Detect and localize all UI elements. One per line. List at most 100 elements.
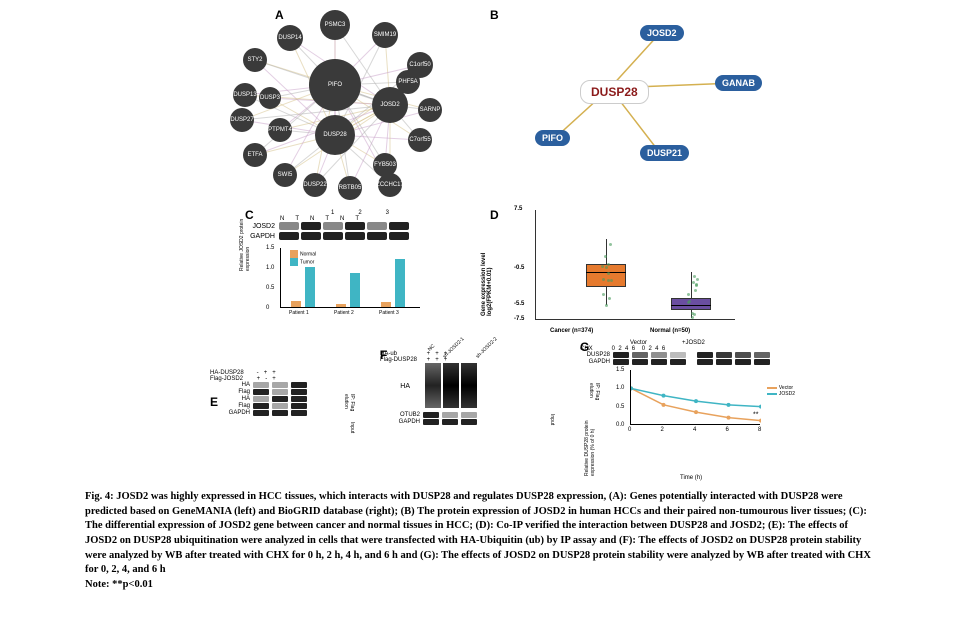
c-xcat: Patient 1: [289, 310, 309, 316]
node-swi5: SWI5: [273, 163, 297, 187]
d-ytick: 7.5: [514, 206, 522, 212]
e-header: HA-DUSP28 - + + Flag-JOSD2 + - +: [210, 370, 350, 382]
caption-text: JOSD2 was highly expressed in HCC tissue…: [85, 491, 871, 575]
g-leg0-line: [767, 387, 777, 389]
g-xtick: 0: [628, 427, 631, 433]
node-pifo: PIFO: [535, 130, 570, 146]
scatter-dot: [602, 278, 605, 281]
node-dusp27: DUSP27: [230, 108, 254, 132]
c-ytick: 1.0: [266, 265, 274, 271]
node-etfa: ETFA: [243, 143, 267, 167]
g-xlabel: Time (h): [680, 475, 702, 481]
g-leg1-line: [767, 393, 777, 395]
boxplot: -7.5-5.5-0.57.5: [535, 210, 735, 320]
note-text: **p<0.01: [112, 579, 153, 590]
e-ha1: HA: [210, 382, 250, 388]
bar: [395, 259, 405, 307]
bar: [336, 304, 346, 307]
scatter-dot: [691, 316, 694, 319]
g-gapdh: GAPDH: [580, 359, 610, 365]
c-ytick: 1.5: [266, 245, 274, 251]
median: [586, 272, 626, 273]
node-psmc3: PSMC3: [320, 10, 350, 40]
e-flag2: Flag: [210, 403, 250, 409]
scatter-dot: [604, 255, 607, 258]
panel-d: -7.5-5.5-0.57.5 Gene expression level lo…: [495, 210, 745, 350]
g-g1: +JOSD2: [682, 340, 705, 346]
bar-chart-c: 00.51.01.5Patient 1Patient 2Patient 3: [280, 248, 420, 308]
node-phf5a: PHF5A: [396, 70, 420, 94]
node-sarnp: SARNP: [418, 98, 442, 122]
g-ytick: 0.5: [616, 404, 624, 410]
c-xcat: Patient 2: [334, 310, 354, 316]
bar: [305, 267, 315, 307]
svg-text:**: **: [753, 412, 759, 419]
scatter-dot: [610, 279, 613, 282]
figure-area: A PIFODUSP28JOSD2PSMC3SMIM19DUSP14STY2C1…: [0, 0, 953, 480]
e-flag1: Flag: [210, 389, 250, 395]
g-xtick: 6: [726, 427, 729, 433]
box: [671, 298, 711, 310]
node-dusp13: DUSP13: [233, 83, 257, 107]
scatter-dot: [608, 297, 611, 300]
e-side0: IP: Flag elution: [343, 394, 355, 416]
node-smim19: SMIM19: [372, 22, 398, 48]
node-dusp21: DUSP21: [640, 145, 689, 161]
fig-label: Fig. 4:: [85, 491, 116, 502]
scatter-dot: [607, 263, 610, 266]
g-dusp: DUSP28: [580, 352, 610, 358]
d-ytick: -5.5: [514, 301, 524, 307]
f-ha: HA: [380, 383, 410, 390]
scatter-dot: [694, 289, 697, 292]
hdr-1: 1: [331, 210, 334, 216]
c-ytick: 0.5: [266, 285, 274, 291]
scatter-dot: [693, 313, 696, 316]
node-ptpmt4: PTPMT4: [268, 118, 292, 142]
e-gapdh: GAPDH: [210, 410, 250, 416]
panel-f: NC sh-JOSD2-1 sh-JOSD2-2 HA-ub + + + Fla…: [380, 345, 550, 490]
node-zcchc17: ZCCHC17: [378, 173, 402, 197]
node-dusp28: DUSP28: [315, 115, 355, 155]
node-rbtb05: RBTB05: [338, 176, 362, 200]
g-ylabel: Relative DUSP28 protein expression (% of…: [584, 406, 596, 476]
panel-g: Vector +JOSD2 CHX 0 2 4 6 0 2 4 6 DUSP28…: [580, 340, 800, 485]
f-gapdh: GAPDH: [380, 419, 420, 425]
node-dusp3: DUSP3: [259, 87, 281, 109]
scatter-dot: [601, 265, 604, 268]
node-ganab: GANAB: [715, 75, 762, 91]
scatter-dot: [605, 304, 608, 307]
node-josd2: JOSD2: [640, 25, 684, 41]
g-xtick: 2: [661, 427, 664, 433]
g-ytick: 1.0: [616, 385, 624, 391]
whisker: [691, 272, 692, 317]
node-c7orf55: C7orf55: [408, 128, 432, 152]
scatter-dot: [605, 266, 608, 269]
c-ytick: 0: [266, 305, 269, 311]
scatter-dot: [602, 293, 605, 296]
panel-e: HA-DUSP28 - + + Flag-JOSD2 + - + IP: Fla…: [210, 370, 350, 480]
d-ytick: -0.5: [514, 265, 524, 271]
c-ylabel: Relative JOSD2 protein expression: [239, 211, 251, 271]
d-ytick: -7.5: [514, 316, 524, 322]
hdr-3: 3: [386, 210, 389, 216]
g-svg: **: [631, 370, 761, 425]
f-otub: OTUB2: [380, 412, 420, 418]
network-a: PIFODUSP28JOSD2PSMC3SMIM19DUSP14STY2C1or…: [230, 10, 460, 200]
figure-caption: Fig. 4: JOSD2 was highly expressed in HC…: [85, 490, 875, 593]
g-ytick: 0.0: [616, 422, 624, 428]
scatter-dot: [695, 283, 698, 286]
network-b: DUSP28JOSD2GANABDUSP21PIFO: [520, 20, 770, 180]
g-xtick: 4: [693, 427, 696, 433]
f-tl1: Flag-DUSP28: [380, 357, 425, 363]
line-chart-g: ** 0.00.51.01.502468: [630, 370, 760, 425]
median: [671, 305, 711, 306]
bar: [381, 302, 391, 307]
c-xcat: Patient 3: [379, 310, 399, 316]
g-ytick: 1.5: [616, 367, 624, 373]
wb-gapdh: GAPDH: [245, 232, 440, 240]
wb-josd2: JOSD2: [245, 222, 440, 230]
panel-c: 1 2 3 N T N T N T JOSD2 GAPDH Normal Tum…: [245, 210, 440, 340]
scatter-dot: [696, 278, 699, 281]
node-sty2: STY2: [243, 48, 267, 72]
g-xtick: 8: [758, 427, 761, 433]
